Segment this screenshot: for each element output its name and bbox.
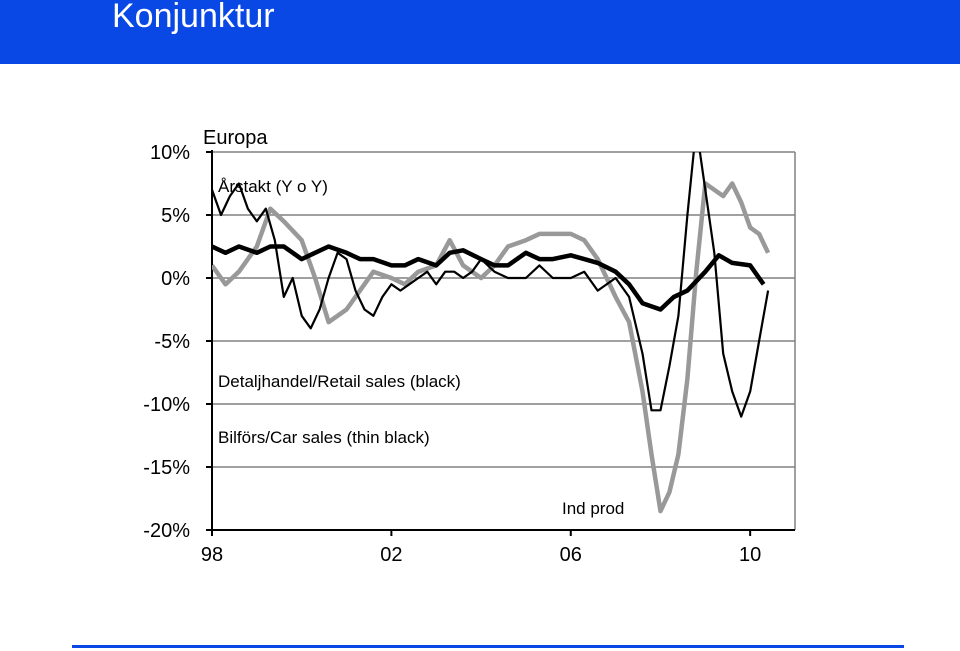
chart-series — [212, 152, 771, 514]
header-bar: Konjunktur — [0, 0, 960, 64]
chart-subtitle: Årstakt (Y o Y) — [218, 177, 328, 196]
y-tick-label: -15% — [143, 457, 190, 479]
x-tick-label: 10 — [739, 544, 761, 566]
series-line-retail — [212, 244, 766, 312]
y-tick-label: 0% — [161, 268, 190, 290]
annotation-retail: Detaljhandel/Retail sales (black) — [218, 372, 461, 391]
chart-title: Europa — [203, 127, 268, 149]
chart-tick-labels: 10% 5% 0% -5% -10% -15% -20% 98 02 06 10 — [143, 142, 761, 566]
y-tick-label: 5% — [161, 205, 190, 227]
series-line-car — [212, 152, 770, 418]
y-tick-label: -20% — [143, 520, 190, 542]
annotation-indprod: Ind prod — [562, 499, 624, 518]
annotation-car: Bilförs/Car sales (thin black) — [218, 428, 430, 447]
series-line-indprod — [212, 181, 771, 514]
x-tick-label: 06 — [560, 544, 582, 566]
footer-rule — [72, 645, 904, 648]
y-tick-label: 10% — [150, 142, 190, 164]
x-tick-label: 98 — [201, 544, 223, 566]
x-tick-label: 02 — [380, 544, 402, 566]
y-tick-label: -5% — [154, 331, 190, 353]
chart-axes — [206, 150, 795, 536]
page-title: Konjunktur — [112, 0, 275, 35]
y-tick-label: -10% — [143, 394, 190, 416]
